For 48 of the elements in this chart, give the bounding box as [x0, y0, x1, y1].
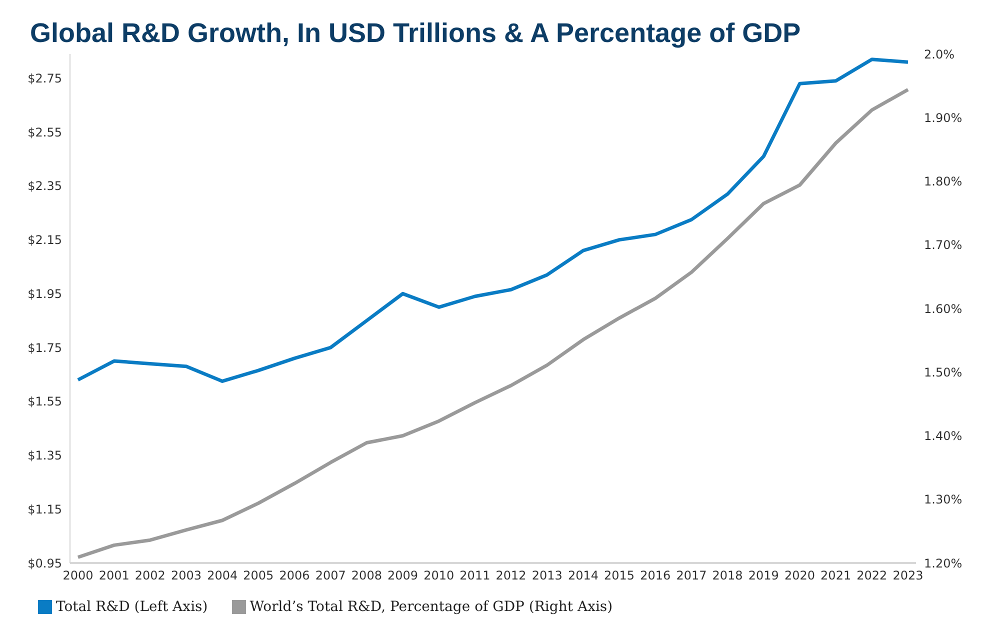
x-tick-label: 2002 [134, 568, 166, 583]
y-tick-label: $2.15 [28, 233, 62, 248]
x-tick-label: 2000 [62, 568, 94, 583]
y2-tick-label: 2.0% [924, 47, 954, 62]
y2-tick-label: 1.30% [924, 492, 962, 507]
legend-label: Total R&D (Left Axis) [56, 599, 208, 615]
x-tick-label: 2003 [170, 568, 202, 583]
x-tick-label: 2015 [604, 568, 635, 583]
x-tick-label: 2008 [351, 568, 382, 583]
y2-tick-label: 1.20% [924, 556, 962, 570]
x-tick-label: 2006 [279, 568, 310, 583]
x-tick-label: 2017 [676, 568, 707, 583]
y2-tick-label: 1.60% [924, 302, 962, 316]
x-tick-label: 2007 [315, 568, 346, 583]
legend-label: World’s Total R&D, Percentage of GDP (Right Axis) [250, 599, 613, 615]
x-tick-label: 2014 [568, 568, 598, 583]
x-tick-label: 2021 [820, 568, 852, 583]
x-tick-label: 2016 [640, 568, 671, 583]
x-tick-label: 2018 [712, 568, 743, 583]
x-tick-label: 2022 [856, 568, 888, 583]
x-tick-label: 2010 [424, 568, 454, 583]
y-tick-label: $1.15 [28, 502, 62, 516]
y-tick-label: $0.95 [28, 556, 62, 570]
line-series [76, 58, 910, 383]
y2-tick-label: 1.50% [924, 365, 962, 380]
y-tick-label: $1.95 [28, 286, 62, 301]
x-tick-label: 2019 [748, 568, 779, 583]
y-tick-label: $2.75 [28, 72, 62, 86]
x-tick-label: 2023 [892, 568, 924, 583]
chart-title: Global R&D Growth, In USD Trillions & A Percentage of GDP [30, 18, 801, 49]
x-tick-label: 2009 [388, 568, 418, 583]
x-tick-label: 2012 [496, 568, 526, 583]
y2-tick-label: 1.70% [924, 238, 962, 252]
y-tick-label: $1.55 [28, 394, 62, 409]
line-series [76, 88, 910, 560]
x-tick-label: 2005 [243, 568, 274, 583]
x-tick-label: 2004 [207, 568, 238, 583]
y-tick-label: $2.35 [28, 179, 62, 194]
y-tick-label: $1.75 [28, 340, 62, 355]
y2-tick-label: 1.80% [924, 174, 962, 189]
y2-tick-label: 1.40% [924, 429, 962, 444]
x-tick-label: 2013 [532, 568, 562, 583]
y-tick-label: $1.35 [28, 448, 62, 463]
x-tick-label: 2020 [784, 568, 816, 583]
y-tick-label: $2.55 [28, 125, 62, 140]
x-tick-label: 2001 [98, 568, 130, 583]
y2-tick-label: 1.90% [924, 110, 962, 125]
x-tick-label: 2011 [460, 568, 490, 583]
